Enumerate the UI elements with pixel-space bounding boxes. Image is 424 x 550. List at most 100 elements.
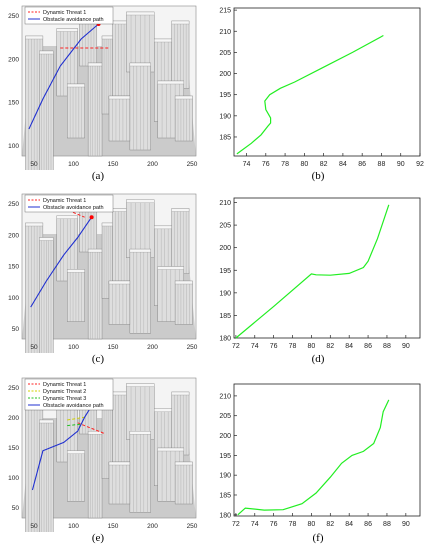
y-tick-label: 200: [8, 232, 19, 239]
x-tick-label: 90: [402, 343, 410, 350]
building: [67, 450, 85, 502]
building: [174, 95, 193, 142]
x-tick-label: 50: [30, 161, 38, 168]
building-roof: [171, 391, 190, 396]
x-tick-label: 86: [364, 521, 372, 528]
panel-label-b: (b): [311, 170, 325, 182]
plot-frame: [233, 7, 421, 157]
y-tick-label: 200: [8, 415, 19, 422]
x-tick-label: 84: [339, 161, 347, 168]
legend-box: [24, 6, 114, 25]
building: [126, 199, 155, 259]
x-tick-label: 100: [68, 344, 79, 351]
y-tick-label: 195: [219, 92, 231, 99]
building-roof: [174, 280, 193, 285]
building: [126, 11, 155, 73]
building-roof: [87, 248, 103, 253]
building-roof: [129, 431, 151, 435]
x-tick-label: 88: [383, 343, 391, 350]
plot-frame: [233, 383, 421, 517]
scene-a: 50 100 150 200 250 100 150 200 250 Dynamic Threat…: [8, 5, 198, 170]
legend-label: Dynamic Threat 1: [43, 198, 86, 204]
building-roof: [56, 28, 78, 32]
x-tick-label: 76: [270, 343, 278, 350]
y-tick-label: 190: [219, 473, 231, 480]
y-tick-label: 185: [219, 134, 231, 141]
building: [129, 62, 151, 151]
building-roof: [108, 95, 131, 100]
building-roof: [108, 461, 131, 466]
y-tick-label: 215: [219, 8, 231, 15]
x-tick-label: 78: [281, 161, 289, 168]
building-roof: [67, 450, 85, 454]
x-tick-label: 250: [187, 344, 198, 351]
chart-d: 72 74 76 78 80 82 84 86 88 90 180 185 190 195 200 205 21…: [219, 197, 421, 350]
building: [87, 431, 103, 519]
x-tick-label: 100: [68, 161, 79, 168]
y-tick-label: 100: [8, 143, 19, 150]
x-tick-label: 50: [30, 523, 38, 530]
panel-label-e: (e): [91, 532, 105, 544]
building: [67, 83, 85, 139]
building: [39, 419, 54, 532]
building: [129, 431, 151, 513]
x-tick-label: 200: [147, 344, 158, 351]
x-tick-label: 82: [326, 521, 334, 528]
y-tick-label: 210: [219, 200, 231, 207]
panel-label-d: (d): [311, 353, 325, 365]
y-tick-label: 100: [8, 295, 19, 302]
building: [108, 95, 131, 142]
chart-f: 72 74 76 78 80 82 84 86 88 90 180 185 190 195 200 205 21…: [219, 383, 421, 528]
y-tick-label: 205: [219, 50, 231, 57]
building-roof: [25, 222, 44, 227]
building: [87, 62, 103, 157]
legend-label: Dynamic Threat 3: [43, 396, 86, 402]
y-tick-label: 200: [219, 71, 231, 78]
building: [112, 20, 131, 97]
building: [171, 391, 190, 456]
x-tick-label: 78: [289, 343, 297, 350]
building: [101, 35, 115, 115]
legend-label: Dynamic Threat 1: [43, 382, 86, 388]
legend-label: Obstacle avoidance path: [43, 205, 104, 211]
building: [87, 248, 103, 340]
x-tick-label: 84: [345, 343, 353, 350]
x-tick-label: 74: [251, 521, 259, 528]
building-roof: [56, 215, 78, 219]
y-tick-label: 210: [219, 29, 231, 36]
building: [171, 208, 190, 274]
y-tick-label: 150: [8, 445, 19, 452]
x-tick-label: 90: [397, 161, 405, 168]
building-roof: [25, 35, 44, 40]
building-roof: [87, 62, 103, 67]
legend-label: Dynamic Threat 2: [43, 389, 86, 395]
building-roof: [67, 269, 85, 273]
building-roof: [39, 50, 54, 55]
y-tick-label: 150: [8, 100, 19, 107]
x-tick-label: 74: [243, 161, 251, 168]
y-tick-label: 180: [219, 336, 231, 343]
y-tick-label: 185: [219, 313, 231, 320]
x-tick-label: 92: [416, 161, 424, 168]
obstacle-avoidance-path: [30, 216, 93, 308]
building-roof: [126, 199, 155, 203]
building: [112, 208, 131, 282]
panel-label-f: (f): [312, 532, 324, 544]
legend-box: [24, 194, 114, 213]
building-roof: [108, 280, 131, 285]
x-tick-label: 80: [300, 161, 308, 168]
building-roof: [157, 80, 184, 85]
y-tick-label: 190: [219, 290, 231, 297]
building: [129, 248, 151, 334]
goal-point: [89, 215, 94, 220]
x-tick-label: 200: [147, 161, 158, 168]
y-tick-label: 200: [219, 245, 231, 252]
building: [108, 280, 131, 325]
building-roof: [174, 95, 193, 100]
building-roof: [39, 419, 54, 424]
building-roof: [174, 461, 193, 466]
building: [108, 461, 131, 505]
chart-b: 74 76 78 80 82 84 86 88 90 92 185 190 195 200 205 210 21…: [219, 7, 424, 168]
